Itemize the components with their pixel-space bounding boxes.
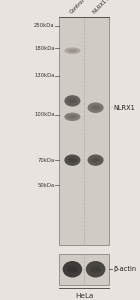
Text: β-actin: β-actin xyxy=(113,266,136,272)
Ellipse shape xyxy=(86,261,105,278)
Text: NLRX1: NLRX1 xyxy=(113,105,135,111)
Text: 100kDa: 100kDa xyxy=(34,112,55,117)
Text: HeLa: HeLa xyxy=(75,292,93,298)
Ellipse shape xyxy=(68,98,77,104)
Bar xyxy=(59,16,109,244)
Ellipse shape xyxy=(64,154,80,166)
Text: 130kDa: 130kDa xyxy=(34,73,55,78)
Ellipse shape xyxy=(91,158,100,163)
Ellipse shape xyxy=(88,103,104,113)
Ellipse shape xyxy=(68,115,77,119)
Ellipse shape xyxy=(64,112,80,121)
Ellipse shape xyxy=(68,158,77,163)
Text: 250kDa: 250kDa xyxy=(34,23,55,28)
Text: 70kDa: 70kDa xyxy=(38,158,55,163)
Ellipse shape xyxy=(91,105,100,110)
Text: NLRX1 KO: NLRX1 KO xyxy=(92,0,114,15)
Ellipse shape xyxy=(67,266,78,273)
Ellipse shape xyxy=(64,47,80,54)
Ellipse shape xyxy=(63,261,82,278)
Text: 180kDa: 180kDa xyxy=(34,46,55,51)
Ellipse shape xyxy=(68,49,77,52)
Ellipse shape xyxy=(64,95,80,106)
Text: 50kDa: 50kDa xyxy=(38,183,55,188)
Ellipse shape xyxy=(90,266,101,273)
Ellipse shape xyxy=(88,154,104,166)
Bar xyxy=(59,254,109,285)
Text: Control: Control xyxy=(69,0,86,15)
